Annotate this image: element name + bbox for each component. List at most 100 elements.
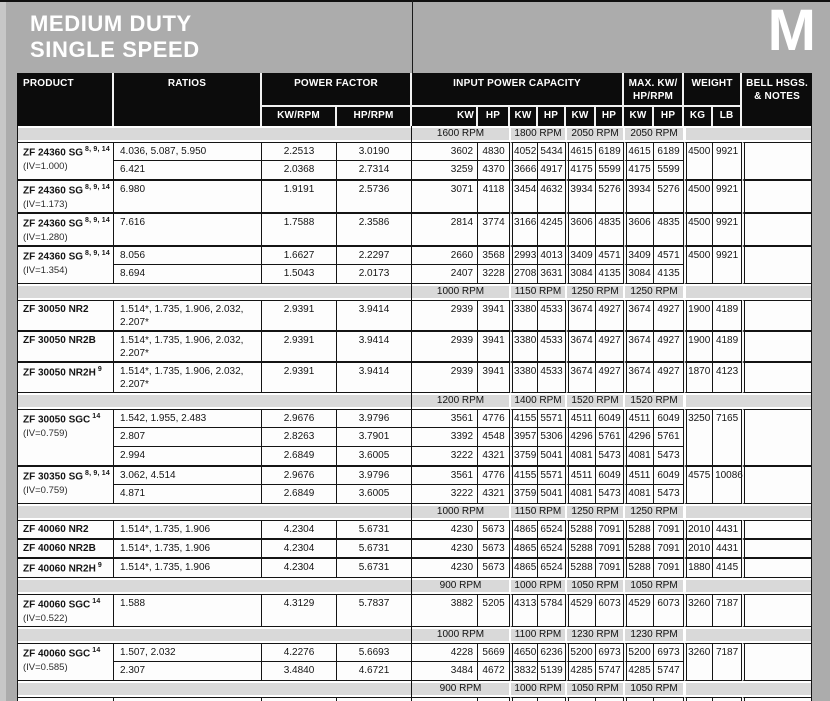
weight-lb-cell: 4431 bbox=[713, 539, 743, 558]
band-fill bbox=[686, 506, 812, 518]
product-model: ZF 30050 NR2B bbox=[23, 335, 96, 346]
rpm-band-label: 1150 RPM bbox=[511, 286, 566, 298]
table-row: ZF 40360 SG8, 9, 14(IV=0.522)2.107, 2.65… bbox=[17, 696, 813, 701]
rpm-band-label: 1400 RPM bbox=[511, 395, 566, 407]
bell-housings-notes-cell bbox=[742, 300, 813, 331]
input-hp-1-cell: 3941 bbox=[478, 331, 511, 362]
input-kw-3-cell: 4511 bbox=[566, 466, 597, 485]
max-kw-cell: 5288 bbox=[624, 520, 655, 539]
product-cell: ZF 30050 NR2 bbox=[17, 300, 114, 331]
weight-kg-cell: 1880 bbox=[684, 558, 714, 578]
input-hp-2-cell: 5571 bbox=[538, 466, 567, 485]
product-cell: ZF 40060 SGC 14 (IV=0.522) bbox=[17, 593, 114, 627]
input-kw-2-cell: 4155 bbox=[510, 409, 539, 428]
rpm-band-label: 1520 RPM bbox=[567, 395, 624, 407]
col-header-kw-3: KW bbox=[566, 107, 597, 126]
rpm-band-label: 1050 RPM bbox=[625, 579, 684, 592]
rpm-band-cell: 1050 RPM bbox=[624, 680, 685, 697]
ratio-cell: 6.421 bbox=[114, 161, 262, 180]
rpm-band-spacer-left bbox=[17, 626, 413, 643]
weight-lb-cell: 4189 bbox=[713, 331, 743, 362]
input-hp-2-cell: 5784 bbox=[538, 696, 567, 701]
input-hp-1-cell: 3774 bbox=[478, 213, 511, 246]
rpm-band-label: 1600 RPM bbox=[412, 128, 510, 140]
input-hp-1-cell: 5205 bbox=[478, 696, 511, 701]
band-fill bbox=[18, 628, 412, 641]
table-row: ZF 24360 SG 8, 9, 14 (IV=1.280) 7.616 1.7588… bbox=[17, 213, 813, 246]
rpm-band-label: 1000 RPM bbox=[511, 579, 566, 592]
rpm-band-label: 1000 RPM bbox=[511, 682, 566, 695]
power-factor-hp-rpm-cell: 3.0190 bbox=[337, 142, 413, 161]
weight-lb-cell: 9921 bbox=[713, 142, 743, 180]
input-hp-2-cell: 5306 bbox=[538, 428, 567, 447]
input-kw-3-cell: 3674 bbox=[566, 362, 597, 393]
power-factor-kw-rpm-cell: 1.6627 bbox=[262, 246, 337, 265]
product-cell: ZF 40060 NR2H 9 bbox=[17, 558, 114, 578]
rpm-band-spacer-right bbox=[684, 626, 813, 643]
table-row: ZF 24360 SG 8, 9, 14 (IV=1.000) 4.036, 5.08… bbox=[17, 142, 813, 180]
product-footnote-refs: 8, 9, 14 bbox=[85, 184, 110, 191]
input-hp-3-cell: 7091 bbox=[596, 520, 625, 539]
ratio-cell: 8.694 bbox=[114, 265, 262, 284]
product-iv-ratio: (IV=1.280) bbox=[23, 231, 68, 243]
product-iv-ratio: (IV=1.354) bbox=[23, 264, 68, 276]
product-footnote-refs: 14 bbox=[92, 597, 101, 605]
product-cell: ZF 40060 NR2B bbox=[17, 539, 114, 558]
product-footnote-refs: 8, 9, 14 bbox=[85, 217, 110, 224]
input-kw-3-cell: 5288 bbox=[566, 539, 597, 558]
max-kw-cell: 4529 bbox=[624, 593, 655, 627]
input-hp-1-cell: 3568 bbox=[478, 246, 511, 265]
power-factor-kw-rpm-cell: 1.7588 bbox=[262, 213, 337, 246]
page-title-line2: SINGLE SPEED bbox=[30, 37, 200, 63]
max-kw-cell: 4529 bbox=[624, 696, 655, 701]
product-cell: ZF 30350 SG 8, 9, 14 (IV=0.759) bbox=[17, 466, 114, 504]
band-fill bbox=[18, 128, 412, 140]
ratio-cell: 1.514*, 1.735, 1.906, 2.032, 2.207* bbox=[114, 331, 262, 362]
rpm-band-spacer-right bbox=[684, 393, 813, 409]
input-kw-2-cell: 4155 bbox=[510, 466, 539, 485]
col-header-hp-3: HP bbox=[596, 107, 625, 126]
input-kw-3-cell: 4529 bbox=[566, 696, 597, 701]
max-kw-cell: 3934 bbox=[624, 180, 655, 213]
weight-lb-cell: 10196 bbox=[713, 696, 743, 701]
rpm-band-label: 1050 RPM bbox=[567, 579, 624, 592]
rpm-band-row: 1000 RPM 1150 RPM 1250 RPM 1250 RPM bbox=[17, 284, 813, 300]
power-factor-kw-rpm-cell: 4.3129 bbox=[262, 593, 337, 627]
input-hp-3-cell: 4927 bbox=[596, 331, 625, 362]
input-hp-1-cell: 4370 bbox=[478, 161, 511, 180]
input-kw-2-cell: 4313 bbox=[510, 696, 539, 701]
product-footnote-refs: 8, 9, 14 bbox=[85, 250, 110, 257]
input-hp-1-cell: 4548 bbox=[478, 428, 511, 447]
power-factor-hp-rpm-cell: 2.3586 bbox=[337, 213, 413, 246]
bell-housings-notes-cell bbox=[742, 558, 813, 578]
rpm-band-label: 1230 RPM bbox=[567, 628, 624, 641]
power-factor-kw-rpm-cell: 4.3129 bbox=[262, 696, 337, 701]
input-kw-3-cell: 5200 bbox=[566, 642, 597, 662]
ratio-cell: 2.807 bbox=[114, 428, 262, 447]
spec-table-wrapper: PRODUCT RATIOS POWER FACTOR INPUT POWER … bbox=[17, 73, 813, 701]
ratio-cell: 1.514*, 1.735, 1.906 bbox=[114, 539, 262, 558]
ratio-cell: 1.542, 1.955, 2.483 bbox=[114, 409, 262, 428]
band-fill bbox=[686, 628, 812, 641]
power-factor-hp-rpm-cell: 2.2297 bbox=[337, 246, 413, 265]
table-row: ZF 24360 SG 8, 9, 14 (IV=1.173) 6.980 1.9191… bbox=[17, 180, 813, 213]
band-fill bbox=[18, 286, 412, 298]
max-kw-cell: 3409 bbox=[624, 246, 655, 265]
product-name: ZF 24360 SG 8, 9, 14 bbox=[23, 250, 111, 264]
weight-lb-cell: 9921 bbox=[713, 213, 743, 246]
product-cell: ZF 30050 NR2B bbox=[17, 331, 114, 362]
col-header-bell-housings: BELL HSGS. & NOTES bbox=[742, 73, 813, 126]
input-kw-2-cell: 3380 bbox=[510, 362, 539, 393]
input-hp-2-cell: 5571 bbox=[538, 409, 567, 428]
input-hp-1-cell: 4672 bbox=[478, 661, 511, 681]
col-header-kg: KG bbox=[684, 107, 714, 126]
rpm-band-cell: 1250 RPM bbox=[566, 504, 625, 520]
rpm-band-cell: 1050 RPM bbox=[566, 680, 625, 697]
top-black-bar bbox=[0, 0, 830, 2]
input-kw-2-cell: 3759 bbox=[510, 485, 539, 504]
input-kw-1-cell: 4230 bbox=[412, 539, 479, 558]
product-cell: ZF 40060 NR2 bbox=[17, 520, 114, 539]
product-cell: ZF 30050 NR2H 9 bbox=[17, 362, 114, 393]
input-hp-1-cell: 5669 bbox=[478, 642, 511, 662]
max-hp-cell: 4927 bbox=[654, 331, 685, 362]
